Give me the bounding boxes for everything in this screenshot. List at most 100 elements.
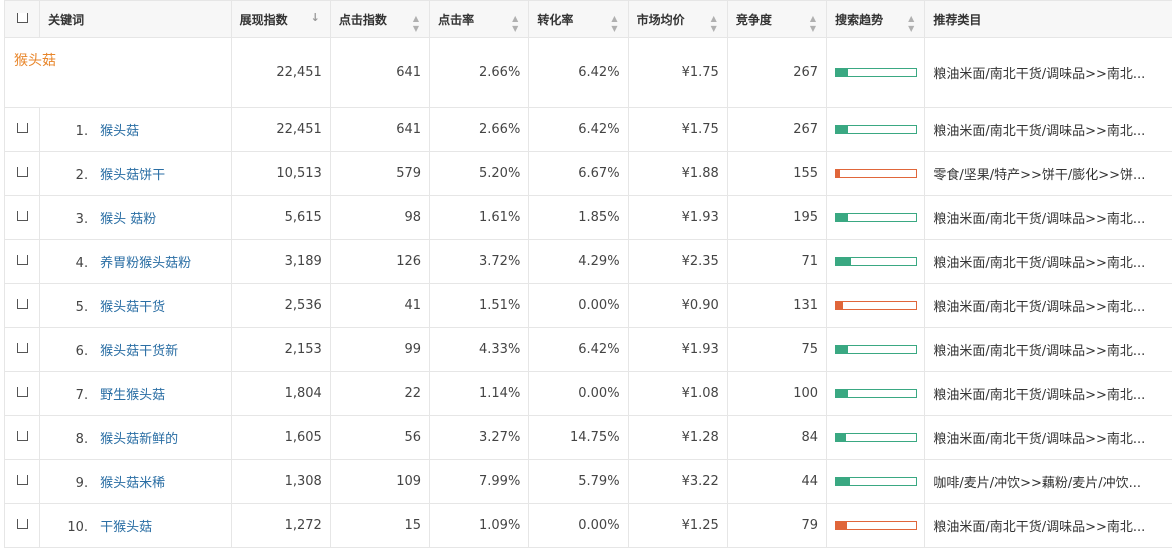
sort-icon[interactable]: ▲▼: [611, 14, 617, 34]
avg-price-value: ¥1.08: [628, 372, 727, 416]
ctr-value: 4.33%: [430, 328, 529, 372]
row-checkbox-cell[interactable]: [5, 196, 40, 240]
trend-fill: [836, 126, 848, 133]
trend-cell: [827, 504, 925, 548]
row-checkbox[interactable]: [17, 299, 28, 309]
group-keyword: 猴头菇: [5, 38, 232, 108]
row-checkbox[interactable]: [17, 475, 28, 485]
keyword-link[interactable]: 猴头菇饼干: [100, 168, 165, 183]
sort-icon[interactable]: ▲▼: [413, 14, 419, 34]
row-checkbox[interactable]: [17, 387, 28, 397]
table-row: 3.猴头 菇粉 5,615 98 1.61% 1.85% ¥1.93 195 粮…: [5, 196, 1172, 240]
row-checkbox-cell[interactable]: [5, 108, 40, 152]
trend-cell: [827, 372, 925, 416]
conversion-value: 6.42%: [529, 328, 628, 372]
impressions-value: 1,804: [231, 372, 330, 416]
trend-fill: [836, 69, 848, 76]
row-checkbox-cell[interactable]: [5, 284, 40, 328]
competition-value: 79: [727, 504, 826, 548]
trend-fill: [836, 302, 843, 309]
trend-bar: [835, 125, 917, 134]
rank-number: 2.: [62, 168, 88, 183]
keyword-link[interactable]: 野生猴头菇: [100, 388, 165, 403]
table-row: 9.猴头菇米稀 1,308 109 7.99% 5.79% ¥3.22 44 咖…: [5, 460, 1172, 504]
col-header-trend[interactable]: 搜索趋势 ▲▼: [827, 1, 925, 38]
col-header-clicks-label: 点击指数: [339, 13, 387, 27]
keyword-cell: 6.猴头菇干货新: [40, 328, 231, 372]
col-header-ctr[interactable]: 点击率 ▲▼: [430, 1, 529, 38]
competition-value: 155: [727, 152, 826, 196]
row-checkbox[interactable]: [17, 255, 28, 265]
col-header-category-label: 推荐类目: [933, 13, 981, 27]
clicks-value: 641: [330, 38, 429, 108]
row-checkbox-cell[interactable]: [5, 372, 40, 416]
row-checkbox-cell[interactable]: [5, 240, 40, 284]
keyword-link[interactable]: 猴头 菇粉: [100, 212, 156, 227]
conversion-value: 6.67%: [529, 152, 628, 196]
row-checkbox[interactable]: [17, 431, 28, 441]
table-row: 2.猴头菇饼干 10,513 579 5.20% 6.67% ¥1.88 155…: [5, 152, 1172, 196]
conversion-value: 1.85%: [529, 196, 628, 240]
row-checkbox-cell[interactable]: [5, 416, 40, 460]
row-checkbox-cell[interactable]: [5, 328, 40, 372]
row-checkbox[interactable]: [17, 167, 28, 177]
rank-number: 9.: [62, 476, 88, 491]
keyword-link[interactable]: 猴头菇: [100, 124, 139, 139]
table-row: 7.野生猴头菇 1,804 22 1.14% 0.00% ¥1.08 100 粮…: [5, 372, 1172, 416]
select-all-checkbox[interactable]: [17, 13, 28, 23]
category-value: 粮油米面/南北干货/调味品>>南北...: [925, 240, 1172, 284]
impressions-value: 1,308: [231, 460, 330, 504]
clicks-value: 109: [330, 460, 429, 504]
clicks-value: 15: [330, 504, 429, 548]
clicks-value: 126: [330, 240, 429, 284]
impressions-value: 22,451: [231, 38, 330, 108]
col-header-category: 推荐类目: [925, 1, 1172, 38]
row-checkbox-cell[interactable]: [5, 460, 40, 504]
competition-value: 267: [727, 38, 826, 108]
row-checkbox-cell[interactable]: [5, 504, 40, 548]
rank-number: 1.: [62, 124, 88, 139]
clicks-value: 99: [330, 328, 429, 372]
col-header-impressions[interactable]: 展现指数 ↓: [231, 1, 330, 38]
col-header-avg-price[interactable]: 市场均价 ▲▼: [628, 1, 727, 38]
keyword-cell: 10.干猴头菇: [40, 504, 231, 548]
keyword-link[interactable]: 猴头菇米稀: [100, 476, 165, 491]
keyword-link[interactable]: 猴头菇干货新: [100, 344, 178, 359]
keyword-link[interactable]: 养胃粉猴头菇粉: [100, 256, 191, 271]
select-all-checkbox-cell[interactable]: [5, 1, 40, 38]
col-header-conversion[interactable]: 转化率 ▲▼: [529, 1, 628, 38]
row-checkbox-cell[interactable]: [5, 152, 40, 196]
sort-icon[interactable]: ▲▼: [711, 14, 717, 34]
sort-icon[interactable]: ▲▼: [908, 14, 914, 34]
keyword-link[interactable]: 干猴头菇: [100, 520, 152, 535]
trend-bar: [835, 389, 917, 398]
keyword-link[interactable]: 猴头菇新鲜的: [100, 432, 178, 447]
trend-fill: [836, 522, 847, 529]
row-checkbox[interactable]: [17, 343, 28, 353]
trend-cell: [827, 108, 925, 152]
category-value: 粮油米面/南北干货/调味品>>南北...: [925, 196, 1172, 240]
col-header-competition-label: 竞争度: [736, 13, 772, 27]
col-header-competition[interactable]: 竞争度 ▲▼: [727, 1, 826, 38]
sort-desc-icon[interactable]: ↓: [311, 13, 320, 23]
trend-cell: [827, 240, 925, 284]
category-value: 粮油米面/南北干货/调味品>>南北...: [925, 284, 1172, 328]
competition-value: 75: [727, 328, 826, 372]
table-row: 8.猴头菇新鲜的 1,605 56 3.27% 14.75% ¥1.28 84 …: [5, 416, 1172, 460]
trend-fill: [836, 258, 851, 265]
row-checkbox[interactable]: [17, 123, 28, 133]
trend-fill: [836, 478, 850, 485]
category-value: 咖啡/麦片/冲饮>>藕粉/麦片/冲饮...: [925, 460, 1172, 504]
col-header-clicks[interactable]: 点击指数 ▲▼: [330, 1, 429, 38]
category-value: 粮油米面/南北干货/调味品>>南北...: [925, 38, 1172, 108]
ctr-value: 1.51%: [430, 284, 529, 328]
conversion-value: 4.29%: [529, 240, 628, 284]
keyword-link[interactable]: 猴头菇干货: [100, 300, 165, 315]
sort-icon[interactable]: ▲▼: [810, 14, 816, 34]
row-checkbox[interactable]: [17, 519, 28, 529]
row-checkbox[interactable]: [17, 211, 28, 221]
trend-bar: [835, 169, 917, 178]
col-header-keyword: 关键词: [40, 1, 231, 38]
trend-bar: [835, 301, 917, 310]
sort-icon[interactable]: ▲▼: [512, 14, 518, 34]
